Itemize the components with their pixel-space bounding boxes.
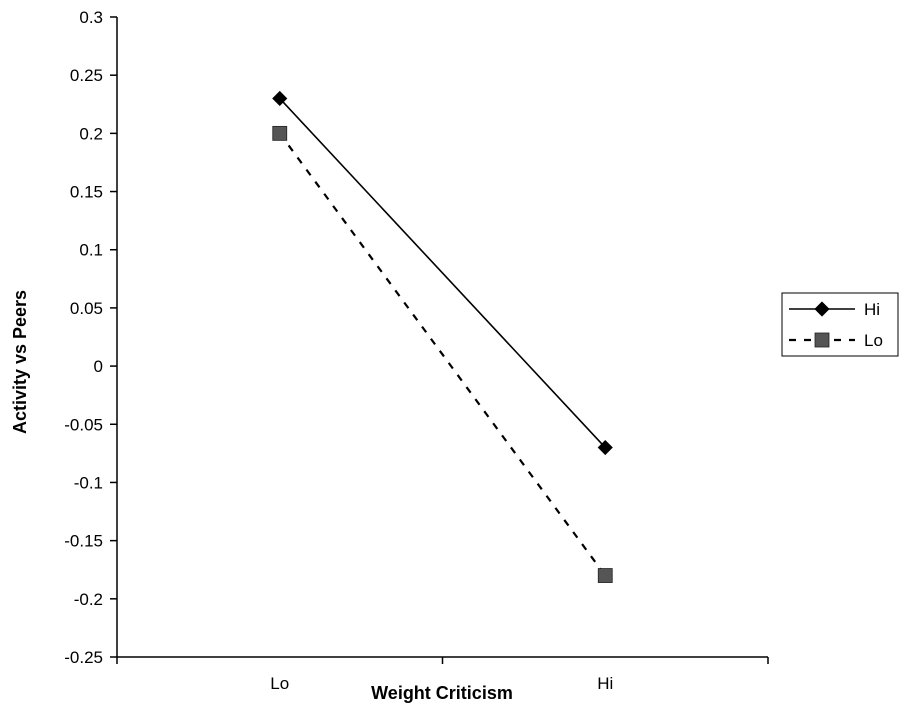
plot-area: 0.3 0.25 0.2 0.15 0.1 0.05 0 -0.05 -0.1 -0.15 -0.2… bbox=[64, 8, 769, 693]
series-line bbox=[278, 132, 607, 577]
y-tick-label: 0.15 bbox=[70, 183, 103, 202]
y-tick-label: 0 bbox=[94, 357, 103, 376]
x-tick-label: Lo bbox=[270, 674, 289, 693]
y-tick-label: -0.05 bbox=[64, 415, 103, 434]
x-axis-title: Weight Criticism bbox=[371, 683, 513, 703]
y-tick-label: 0.05 bbox=[70, 299, 103, 318]
x-axis-ticks: Lo Hi bbox=[116, 657, 769, 693]
legend-label: Lo bbox=[864, 331, 883, 350]
y-tick-label: -0.25 bbox=[64, 648, 103, 667]
y-tick-label: -0.2 bbox=[74, 590, 103, 609]
y-axis-title: Activity vs Peers bbox=[10, 290, 30, 434]
y-tick-label: 0.3 bbox=[79, 8, 103, 27]
data-point-diamond bbox=[272, 90, 288, 107]
legend-item-lo: Lo bbox=[789, 331, 883, 350]
y-axis-ticks: 0.3 0.25 0.2 0.15 0.1 0.05 0 -0.05 -0.1 -0.15 -0.2… bbox=[64, 8, 117, 667]
data-point-diamond bbox=[597, 439, 613, 456]
data-point-square bbox=[272, 125, 288, 141]
x-tick-label: Hi bbox=[597, 674, 613, 693]
y-tick-label: 0.25 bbox=[70, 66, 103, 85]
data-point-square bbox=[814, 332, 830, 348]
legend: Hi Lo bbox=[781, 292, 899, 357]
series-lo bbox=[272, 125, 613, 583]
legend-items: Hi Lo bbox=[789, 300, 883, 350]
y-tick-label: -0.15 bbox=[64, 532, 103, 551]
series-hi bbox=[272, 90, 613, 456]
data-point-square bbox=[597, 568, 613, 583]
legend-label: Hi bbox=[864, 300, 880, 319]
series-line bbox=[279, 97, 606, 449]
legend-item-hi: Hi bbox=[789, 300, 880, 319]
y-tick-label: 0.1 bbox=[79, 241, 103, 260]
y-tick-label: 0.2 bbox=[79, 124, 103, 143]
y-tick-label: -0.1 bbox=[74, 473, 103, 492]
data-point-diamond bbox=[814, 301, 830, 317]
series-layer bbox=[272, 90, 613, 583]
legend-box bbox=[781, 292, 899, 357]
